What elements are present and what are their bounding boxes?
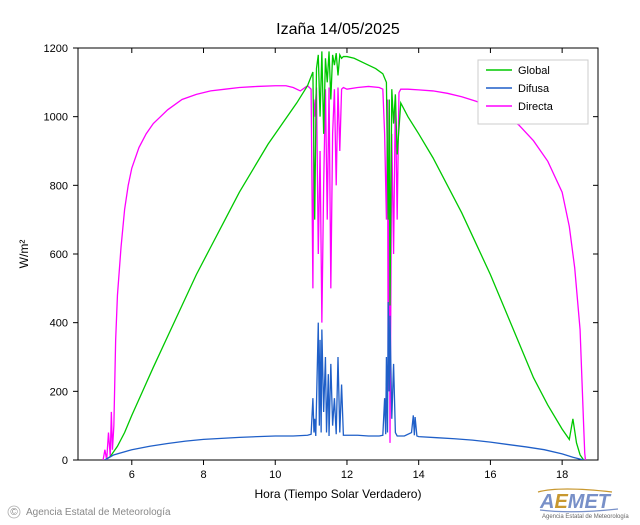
logo-subtitle: Agencia Estatal de Meteorología xyxy=(542,514,629,520)
x-tick-label: 10 xyxy=(269,469,281,481)
legend-label: Directa xyxy=(518,101,554,113)
x-tick-label: 12 xyxy=(341,469,353,481)
footer-org: Agencia Estatal de Meteorología xyxy=(26,507,171,518)
aemet-logo: AEMET xyxy=(539,491,612,513)
y-axis-label: W/m² xyxy=(17,240,31,269)
y-tick-label: 1000 xyxy=(44,112,68,124)
x-tick-label: 18 xyxy=(556,469,568,481)
x-axis-label: Hora (Tiempo Solar Verdadero) xyxy=(255,487,422,501)
chart-title: Izaña 14/05/2025 xyxy=(276,21,400,38)
y-tick-label: 400 xyxy=(50,318,68,330)
y-tick-label: 600 xyxy=(50,249,68,261)
copyright-icon: © xyxy=(10,507,18,518)
y-tick-label: 800 xyxy=(50,180,68,192)
y-tick-label: 200 xyxy=(50,386,68,398)
x-tick-label: 16 xyxy=(484,469,496,481)
legend-label: Global xyxy=(518,65,550,77)
y-tick-label: 1200 xyxy=(44,43,68,55)
legend-label: Difusa xyxy=(518,83,550,95)
x-tick-label: 6 xyxy=(129,469,135,481)
x-tick-label: 8 xyxy=(200,469,206,481)
y-tick-label: 0 xyxy=(62,455,68,467)
x-tick-label: 14 xyxy=(413,469,425,481)
